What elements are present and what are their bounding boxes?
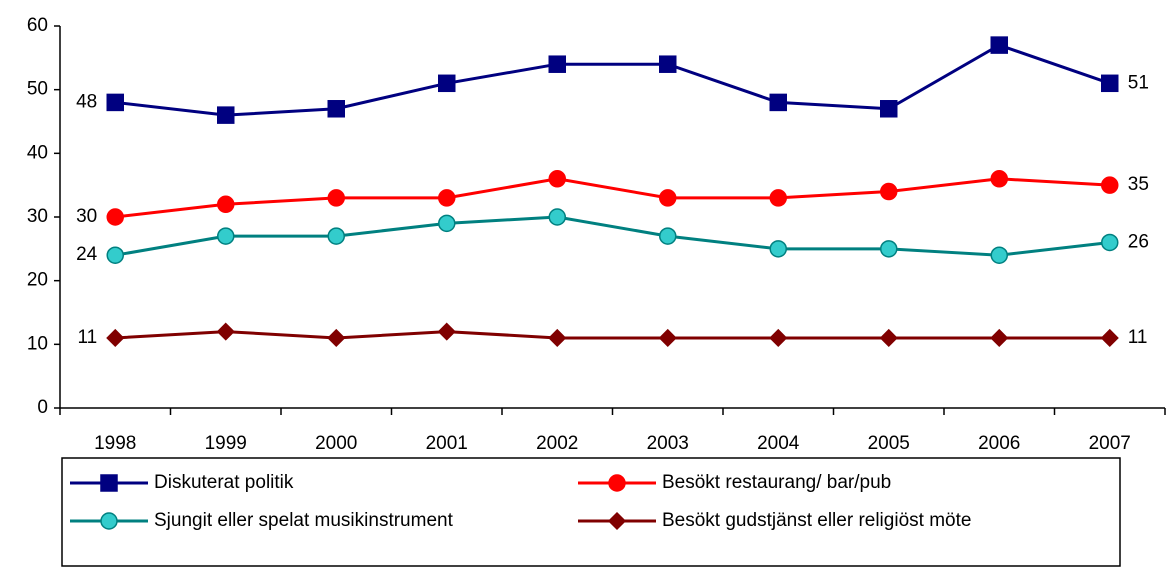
data-point [438,74,456,93]
data-point [438,189,456,207]
x-tick-label: 2006 [978,433,1020,454]
y-tick-label: 10 [27,333,48,354]
data-point [217,106,235,124]
y-tick-label: 50 [27,79,48,100]
y-tick-label: 30 [27,206,48,227]
data-point [437,322,456,341]
data-point [106,328,125,348]
legend-marker [100,474,118,492]
data-label: 26 [1128,231,1149,252]
series-line [115,177,1110,219]
x-tick-label: 1999 [205,433,247,454]
series-line [115,43,1111,117]
data-label: 24 [76,244,98,265]
data-point [327,100,345,118]
y-tick-label: 20 [27,270,48,291]
x-tick-label: 1998 [94,433,136,454]
data-point [327,227,345,245]
data-label: 51 [1128,72,1149,93]
data-point [769,240,787,258]
data-point [880,240,898,258]
series-line [114,215,1110,257]
y-tick-label: 40 [27,142,48,163]
legend-label: Sjungit eller spelat musikinstrument [154,510,454,531]
data-point [659,227,677,245]
legend-box [61,457,1121,567]
data-point [106,208,124,226]
data-point [327,189,345,207]
data-point [990,328,1009,348]
data-label: 30 [76,206,97,227]
data-label: 48 [76,91,97,112]
data-point [990,36,1008,54]
data-point [217,195,235,214]
series-line [115,330,1110,340]
data-label: 11 [1128,327,1148,348]
x-tick-label: 2005 [868,433,910,454]
data-point [1100,328,1119,348]
data-point [659,189,677,207]
data-point [1101,176,1119,194]
data-label: 11 [78,327,98,348]
data-point [217,227,235,245]
legend-label: Besökt gudstjänst eller religiöst möte [662,510,971,531]
data-point [216,322,235,341]
data-point [1101,74,1119,93]
x-tick-label: 2003 [647,433,689,454]
data-point [658,328,677,348]
legend-marker [607,511,627,531]
data-point [548,170,566,188]
data-label: 35 [1128,174,1149,195]
legend-marker [100,512,118,530]
data-point [1101,233,1119,252]
data-point [438,214,456,233]
data-point [548,55,566,73]
data-point [769,328,788,348]
data-point [990,170,1008,188]
y-tick-label: 60 [27,15,48,36]
data-point [659,55,677,73]
data-point [769,189,787,207]
legend-label: Diskuterat politik [154,472,294,493]
x-tick-label: 2004 [757,433,800,454]
data-point [879,328,898,348]
data-point [880,182,898,201]
legend-label: Besökt restaurang/ bar/pub [662,472,891,493]
data-point [106,93,124,112]
data-point [106,246,124,264]
x-tick-label: 2002 [536,433,578,454]
legend-marker [608,474,626,492]
data-point [880,100,898,118]
data-point [769,93,787,112]
data-point [990,246,1008,264]
x-tick-label: 2001 [426,433,468,454]
data-point [548,208,566,226]
x-tick-label: 2007 [1089,433,1131,454]
x-tick-label: 2000 [315,433,357,454]
data-point [548,328,567,348]
data-point [327,328,346,348]
y-tick-label: 0 [37,397,48,418]
